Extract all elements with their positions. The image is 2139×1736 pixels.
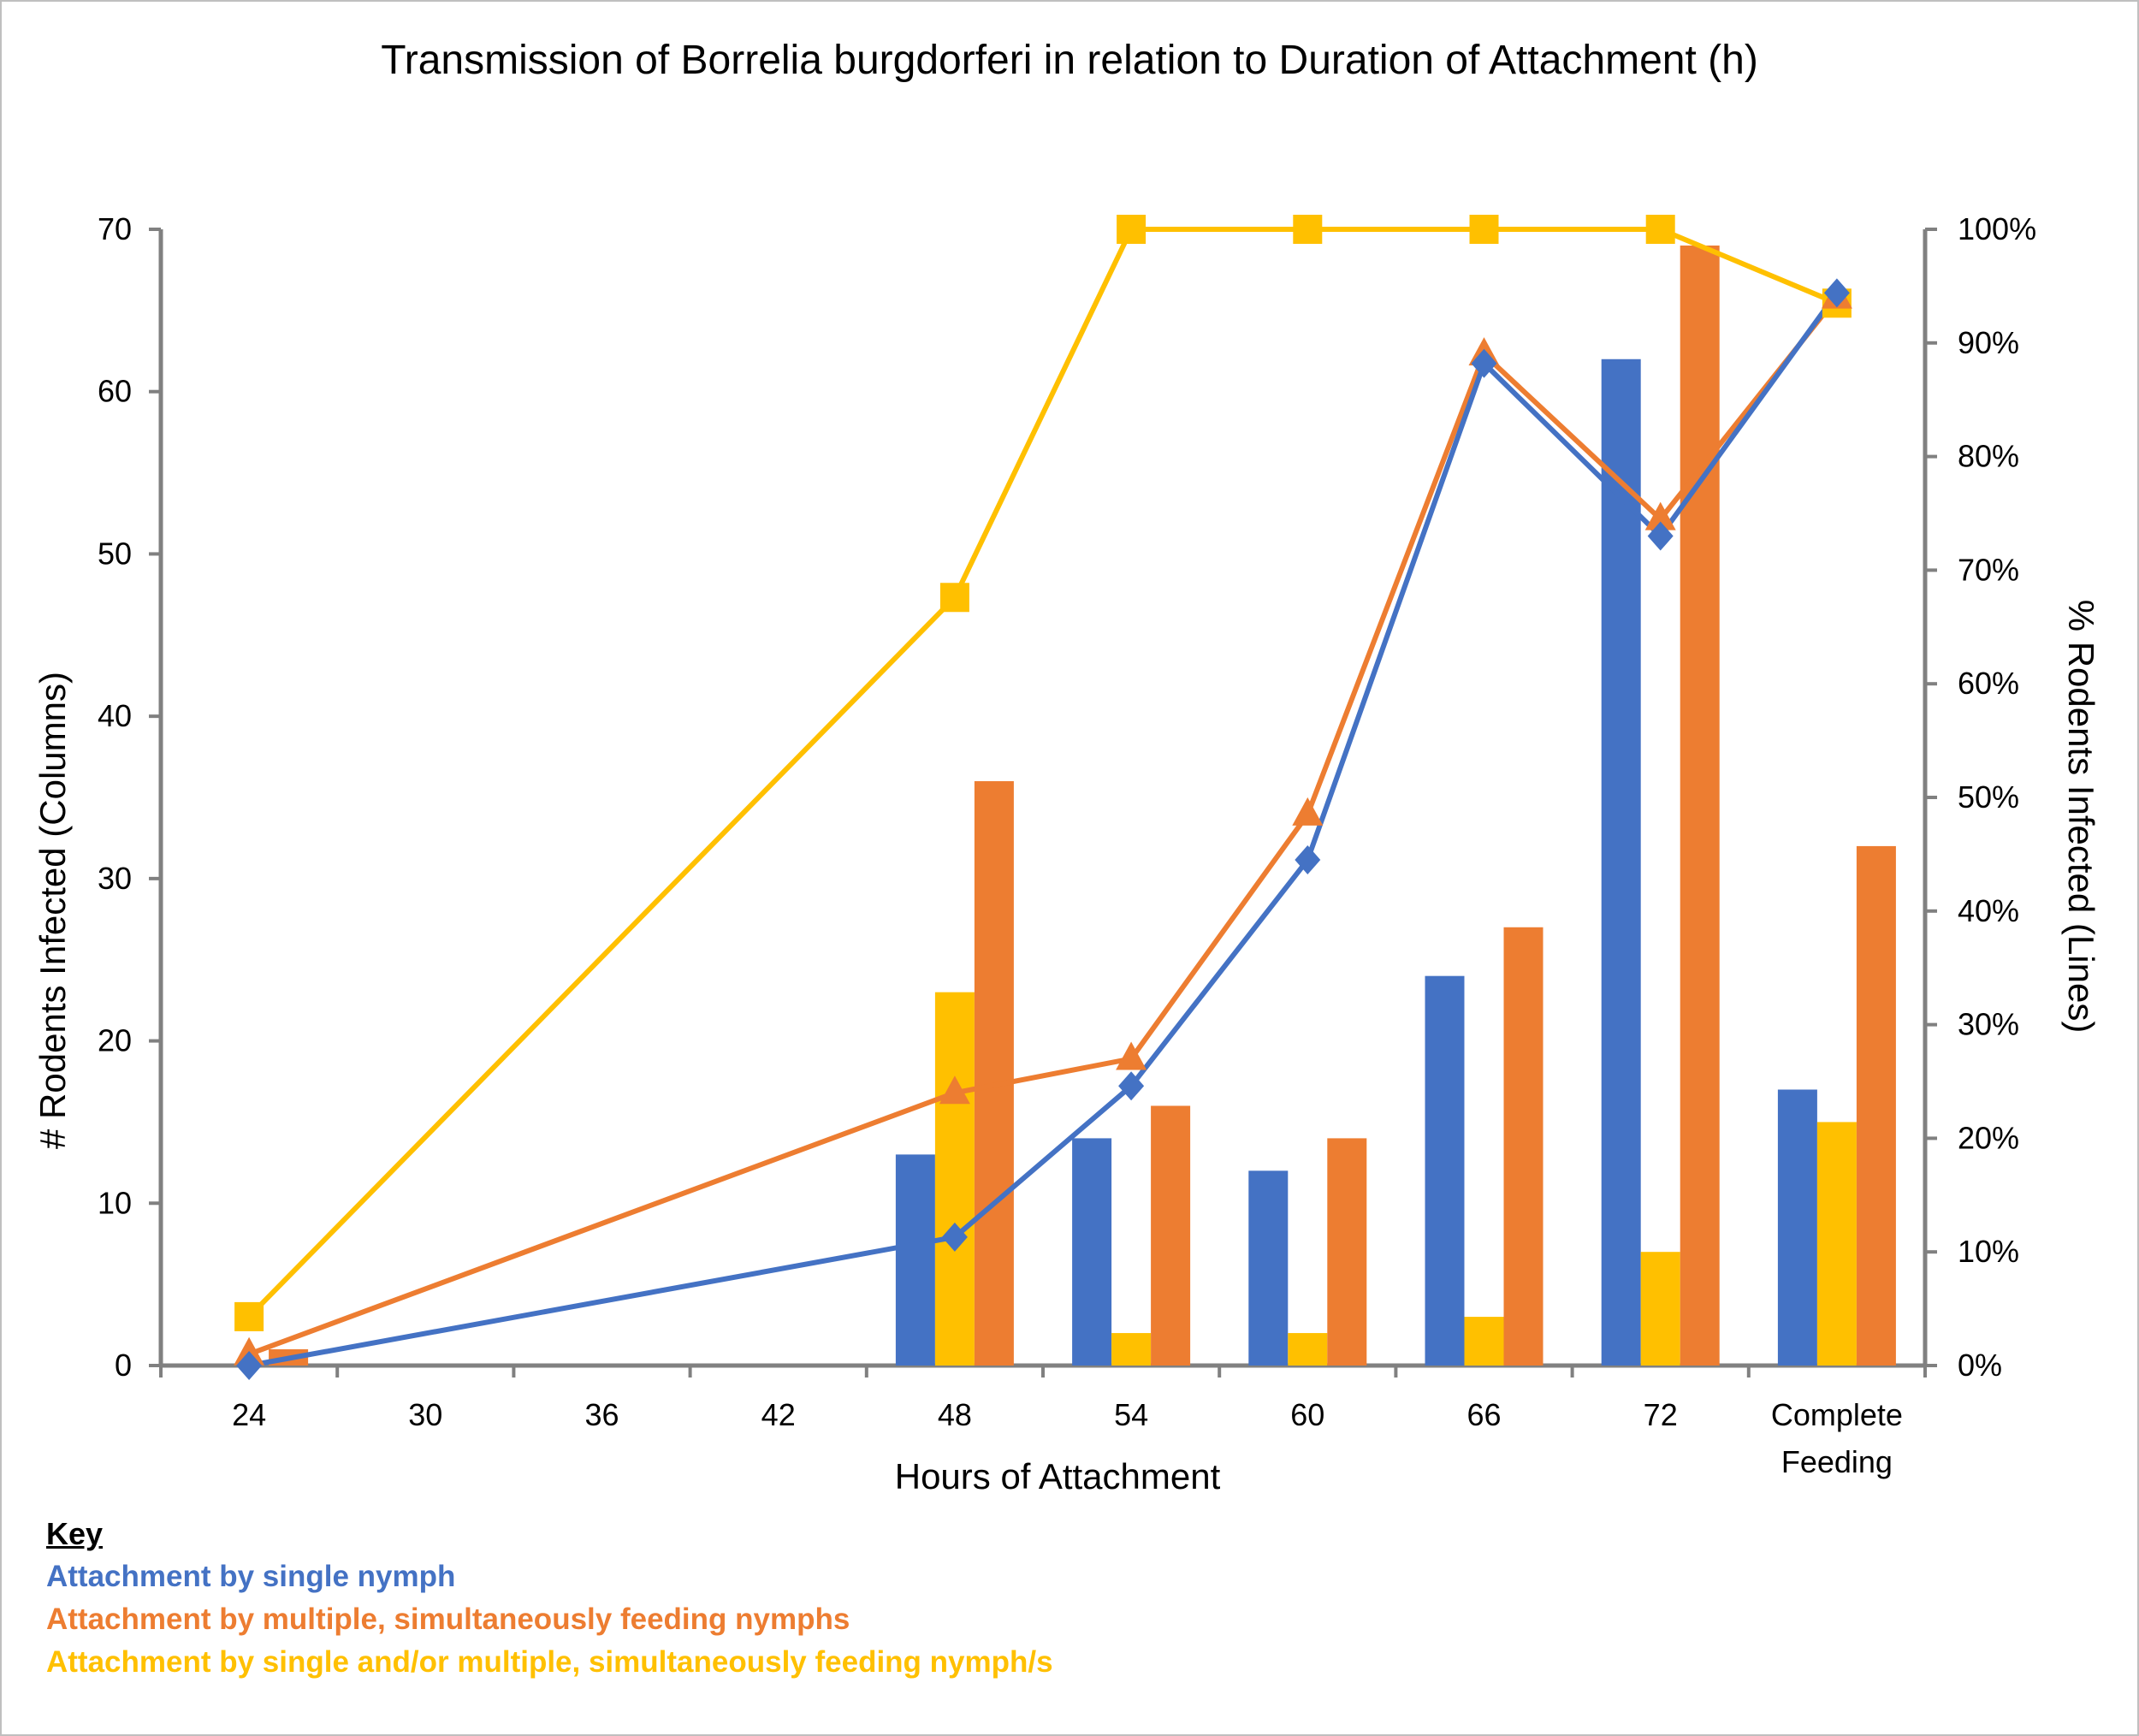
marker-triangle — [1116, 1041, 1147, 1070]
marker-diamond — [236, 1351, 263, 1380]
y-left-tick-label: 40 — [98, 698, 132, 733]
marker-square — [1293, 215, 1323, 244]
marker-diamond — [1295, 845, 1321, 875]
bars — [269, 245, 1896, 1366]
bar-multiple — [1327, 1138, 1367, 1366]
y-right-tick-label: 30% — [1958, 1007, 2019, 1042]
x-tick-label: 66 — [1466, 1397, 1501, 1432]
x-tick-label: 60 — [1290, 1397, 1324, 1432]
line-combined — [246, 227, 1839, 1318]
lines — [246, 227, 1840, 1368]
y-left-tick-label: 50 — [98, 536, 132, 571]
marker-triangle — [1292, 797, 1324, 826]
marker-square — [1645, 215, 1675, 244]
bar-multiple — [1151, 1105, 1191, 1366]
line-single — [248, 291, 1840, 1368]
bar-single — [1777, 1089, 1817, 1366]
marker-diamond — [1118, 1071, 1145, 1101]
x-tick-label: 48 — [938, 1397, 972, 1432]
marker-diamond — [1647, 521, 1674, 551]
y-left-tick-label: 10 — [98, 1185, 132, 1220]
line-multiple — [248, 295, 1840, 1357]
y-axis-right-title: % Rodents Infected (Lines) — [2061, 600, 2101, 1034]
key-item-single: Attachment by single nymph — [46, 1560, 456, 1593]
marker-diamond — [1471, 348, 1497, 378]
x-tick-label: 36 — [584, 1397, 619, 1432]
bar-single — [1248, 1170, 1289, 1366]
y-right-tick-label: 0% — [1958, 1348, 2002, 1383]
key-item-combined: Attachment by single and/or multiple, si… — [46, 1645, 1053, 1679]
bar-multiple — [1680, 245, 1720, 1366]
marker-square — [1469, 215, 1499, 244]
bar-combined — [1288, 1333, 1328, 1366]
axes — [149, 228, 1937, 1378]
y-right-tick-label: 50% — [1958, 779, 2019, 815]
bar-single — [895, 1154, 935, 1366]
x-tick-label: 42 — [761, 1397, 796, 1432]
x-tick-label: 72 — [1644, 1397, 1678, 1432]
y-left-tick-label: 0 — [115, 1348, 132, 1383]
x-tick-label: Feeding — [1781, 1444, 1893, 1479]
marker-triangle — [939, 1075, 970, 1105]
tick-labels: 0 10 20 30 40 50 60 70 0% 10% 20% 30% 40% 50% 60% 70% 80… — [98, 211, 2036, 1479]
marker-square — [234, 1301, 264, 1331]
x-tick-label: 24 — [232, 1397, 266, 1432]
y-right-tick-label: 100% — [1958, 211, 2036, 246]
x-tick-label: 54 — [1114, 1397, 1148, 1432]
key-heading: Key — [46, 1516, 104, 1551]
y-left-tick-label: 20 — [98, 1023, 132, 1058]
marker-diamond — [941, 1222, 968, 1252]
y-right-tick-label: 10% — [1958, 1234, 2019, 1269]
bar-combined — [1816, 1122, 1857, 1366]
key: Key Attachment by single nymph Attachmen… — [46, 1513, 1053, 1684]
bar-multiple — [1856, 845, 1896, 1366]
y-left-tick-label: 60 — [98, 374, 132, 409]
markers — [234, 215, 1852, 1380]
bar-combined — [1111, 1333, 1152, 1366]
y-right-tick-label: 70% — [1958, 552, 2019, 587]
marker-square — [1117, 215, 1147, 244]
bar-multiple — [1503, 927, 1544, 1366]
marker-square — [939, 583, 969, 613]
y-axis-left-title: # Rodents Infected (Columns) — [33, 672, 73, 1149]
x-tick-label: 30 — [408, 1397, 442, 1432]
marker-diamond — [1823, 278, 1850, 308]
bar-combined — [1464, 1317, 1504, 1366]
y-right-tick-label: 90% — [1958, 325, 2019, 360]
x-tick-label: Complete — [1771, 1397, 1903, 1432]
bar-multiple — [974, 781, 1014, 1366]
y-right-tick-label: 20% — [1958, 1120, 2019, 1155]
bar-combined — [934, 992, 975, 1366]
y-right-tick-label: 60% — [1958, 666, 2019, 701]
marker-triangle — [1644, 501, 1676, 530]
bar-combined — [1640, 1252, 1680, 1366]
y-left-tick-label: 30 — [98, 861, 132, 896]
y-right-tick-label: 40% — [1958, 893, 2019, 928]
chart-title: Transmission of Borrelia burgdorferi in … — [381, 38, 1758, 83]
y-right-tick-label: 80% — [1958, 439, 2019, 474]
y-left-tick-label: 70 — [98, 211, 132, 246]
x-axis-title: Hours of Attachment — [895, 1456, 1221, 1496]
bar-single — [1425, 975, 1465, 1366]
bar-single — [1601, 358, 1641, 1366]
key-item-multiple: Attachment by multiple, simultaneously f… — [46, 1603, 850, 1636]
bar-single — [1072, 1138, 1112, 1366]
